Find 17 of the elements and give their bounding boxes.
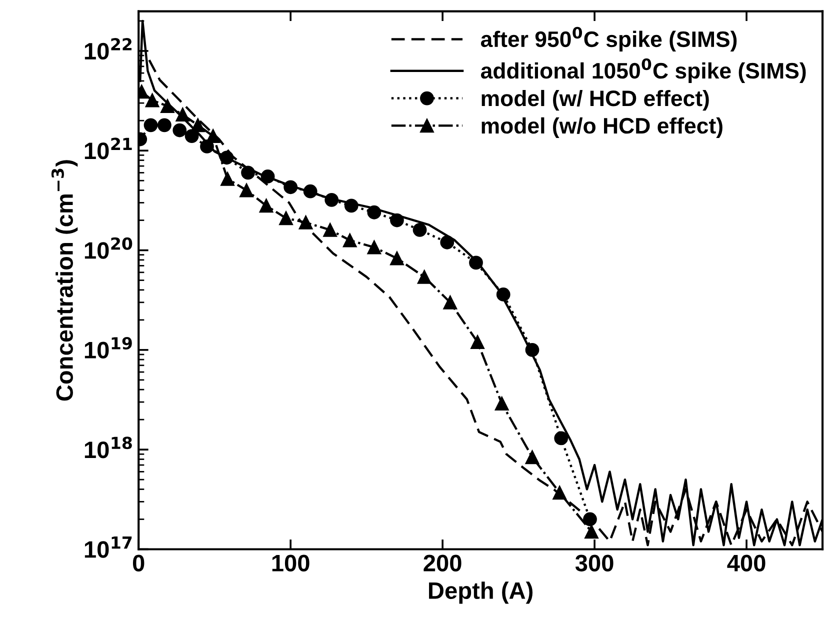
x-tick-label: 300 <box>575 554 614 572</box>
legend-label: additional 1050$^{0}$C spike (SIMS) <box>480 58 806 84</box>
legend-label: model (w/ HCD effect) <box>482 90 709 111</box>
y-axis-title: Concentration (cm$^{−3}$) <box>51 160 78 401</box>
y-tick-label: 10$^{22}$ <box>84 38 132 60</box>
y-tick-label: 10$^{18}$ <box>84 436 132 458</box>
x-tick-label: 400 <box>727 554 766 572</box>
x-tick-label: 100 <box>272 554 310 572</box>
x-axis-title: Depth (A) <box>429 582 533 604</box>
x-tick-label: 0 <box>132 554 144 572</box>
y-tick-label: 10$^{17}$ <box>84 536 132 558</box>
y-tick-label: 10$^{21}$ <box>84 138 132 160</box>
x-tick-label: 200 <box>424 554 462 572</box>
legend-label: model (w/o HCD effect) <box>482 117 722 138</box>
legend-label: after 950$^{0}$C spike (SIMS) <box>480 26 737 52</box>
y-tick-label: 10$^{20}$ <box>84 237 132 259</box>
y-tick-label: 10$^{19}$ <box>84 337 132 359</box>
